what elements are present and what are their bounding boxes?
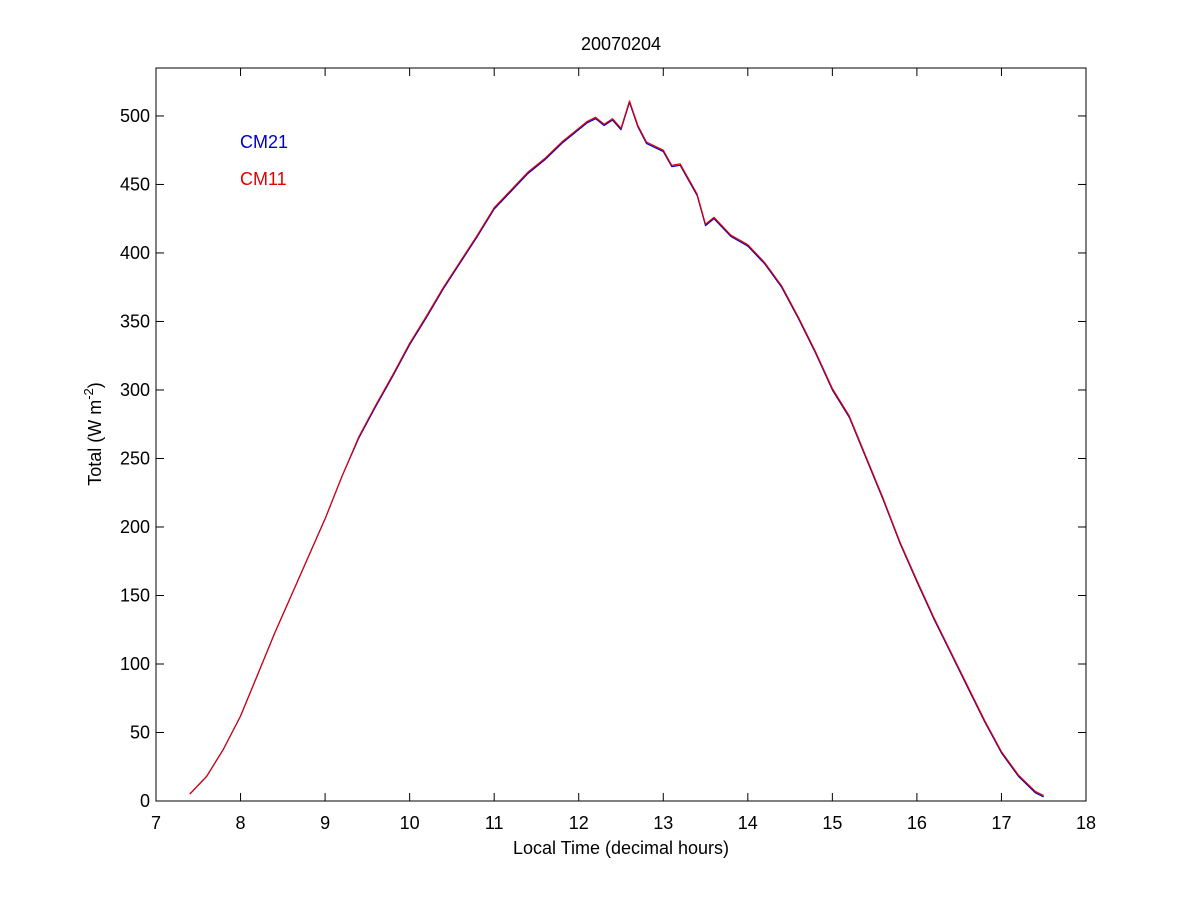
y-axis-label-close: ) xyxy=(85,382,105,388)
x-tick-label: 10 xyxy=(400,813,420,833)
series-line-cm11 xyxy=(189,100,1044,797)
y-tick-label: 500 xyxy=(120,106,150,126)
chart-title: 20070204 xyxy=(581,34,661,54)
y-tick-label: 400 xyxy=(120,243,150,263)
y-tick-label: 200 xyxy=(120,517,150,537)
y-tick-label: 250 xyxy=(120,448,150,468)
y-tick-label: 300 xyxy=(120,380,150,400)
y-tick-label: 350 xyxy=(120,311,150,331)
series-layer xyxy=(189,100,1044,798)
y-axis: 0 50 100 150 200 250 300 350 400 450 500 xyxy=(120,106,1086,811)
plot-area-frame xyxy=(155,67,1087,802)
x-tick-label: 9 xyxy=(320,813,330,833)
x-tick-label: 11 xyxy=(485,813,504,833)
y-tick-label: 100 xyxy=(120,654,150,674)
x-tick-label: 12 xyxy=(569,813,589,833)
x-tick-label: 16 xyxy=(907,813,927,833)
y-tick-label: 0 xyxy=(140,791,150,811)
x-tick-label: 18 xyxy=(1076,813,1096,833)
x-tick-label: 7 xyxy=(151,813,161,833)
x-axis-label: Local Time (decimal hours) xyxy=(513,838,729,858)
y-tick-label: 50 xyxy=(130,722,150,742)
y-axis-label-main: Total (W m xyxy=(85,400,105,486)
plot-area-background xyxy=(156,68,1086,801)
y-axis-label-superscript: -2 xyxy=(81,388,96,400)
y-tick-label: 450 xyxy=(120,174,150,194)
x-axis: 7 8 9 10 11 12 13 14 15 16 17 18 xyxy=(151,68,1096,833)
x-tick-label: 17 xyxy=(991,813,1011,833)
legend-entry-cm11: CM11 xyxy=(240,169,287,189)
x-tick-label: 13 xyxy=(653,813,673,833)
x-tick-label: 8 xyxy=(236,813,246,833)
y-axis-label: Total (W m-2) xyxy=(81,382,105,486)
x-tick-label: 14 xyxy=(738,813,758,833)
x-tick-label: 15 xyxy=(822,813,842,833)
legend-entry-cm21: CM21 xyxy=(240,132,288,152)
y-tick-label: 150 xyxy=(120,585,150,605)
